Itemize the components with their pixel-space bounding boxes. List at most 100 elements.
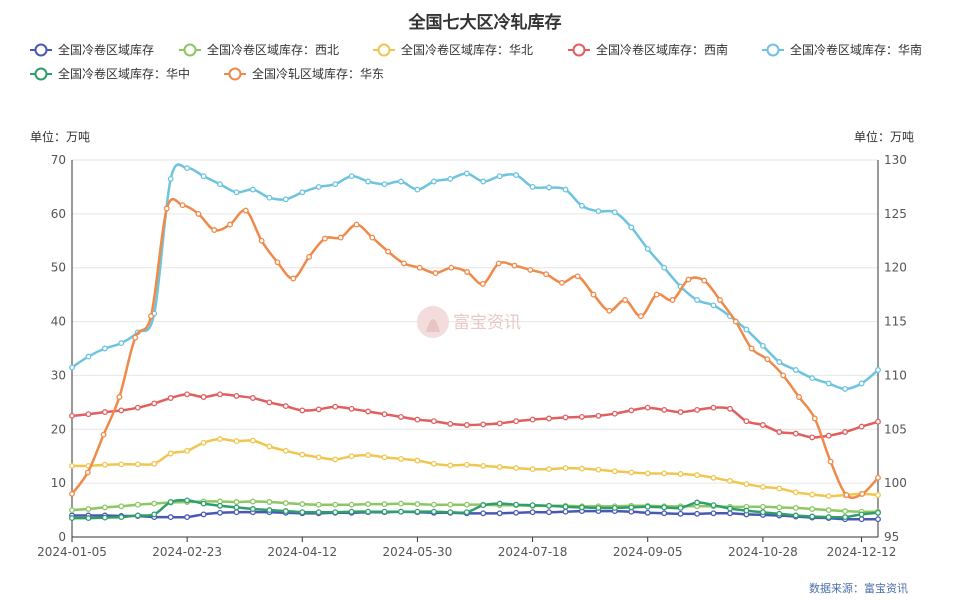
- data-point: [759, 422, 766, 428]
- data-point: [266, 194, 273, 201]
- data-point: [644, 509, 651, 516]
- data-point: [200, 511, 207, 518]
- data-point: [200, 439, 207, 446]
- data-point: [595, 412, 602, 419]
- legend-item[interactable]: 全国冷卷区域库存：西南: [568, 42, 728, 57]
- y-right-tick-label: 110: [884, 368, 907, 382]
- legend-item[interactable]: 全国冷卷区域库存：华中: [30, 66, 190, 81]
- data-point: [332, 456, 339, 463]
- x-tick-label: 2024-10-28: [728, 545, 798, 559]
- data-point: [365, 501, 372, 508]
- data-point: [825, 380, 832, 387]
- legend-item[interactable]: 全国冷轧区域库存：华东: [224, 66, 384, 81]
- data-point: [398, 413, 404, 420]
- data-point: [101, 409, 108, 416]
- watermark-text: 富宝资讯: [453, 313, 521, 333]
- data-point: [101, 514, 108, 521]
- legend-label: 全国冷轧区域库存：华东: [252, 66, 384, 81]
- data-point: [69, 507, 75, 514]
- y-left-tick-label: 50: [51, 261, 66, 275]
- data-point: [233, 509, 240, 516]
- data-point: [527, 266, 534, 273]
- data-point: [546, 466, 552, 473]
- data-point: [151, 400, 158, 407]
- data-point: [200, 173, 207, 180]
- x-tick-label: 2024-05-30: [383, 545, 453, 559]
- data-point: [85, 353, 92, 360]
- y-left-tick-label: 20: [51, 422, 66, 436]
- data-point: [299, 451, 306, 458]
- data-point: [249, 498, 256, 505]
- x-tick-label: 2024-07-18: [498, 545, 568, 559]
- data-point: [69, 515, 75, 522]
- data-point: [480, 178, 487, 185]
- legend-item[interactable]: 全国冷卷区域库存：华南: [762, 42, 922, 57]
- data-point: [825, 514, 832, 521]
- legend-label: 全国冷卷区域库存：华南: [790, 42, 922, 57]
- data-point: [759, 483, 766, 490]
- right-axis-unit: 单位：万吨: [854, 129, 914, 144]
- data-point: [776, 504, 783, 511]
- data-point: [464, 269, 471, 275]
- legend-item[interactable]: 全国冷卷区域库存: [30, 42, 154, 57]
- data-point: [233, 438, 240, 445]
- data-point: [628, 504, 635, 511]
- data-point: [365, 178, 372, 185]
- data-point: [858, 511, 865, 518]
- data-point: [365, 452, 372, 459]
- y-left-tick-label: 70: [51, 153, 66, 167]
- data-point: [184, 165, 191, 172]
- data-point: [710, 404, 717, 411]
- data-point: [266, 507, 273, 514]
- data-point: [348, 453, 355, 460]
- data-point: [398, 500, 404, 507]
- data-point: [365, 508, 372, 515]
- data-point: [69, 490, 75, 497]
- data-point: [578, 202, 585, 209]
- data-point: [710, 302, 717, 309]
- data-point: [266, 499, 273, 505]
- data-point: [562, 465, 569, 472]
- series-2: [69, 436, 881, 500]
- y-left-tick-label: 10: [51, 476, 66, 490]
- data-point: [463, 422, 470, 428]
- data-point: [669, 297, 676, 303]
- data-point: [332, 403, 339, 410]
- data-point: [628, 407, 635, 414]
- data-point: [764, 356, 771, 363]
- data-point: [266, 443, 273, 450]
- data-point: [842, 429, 849, 435]
- data-point: [875, 367, 881, 373]
- data-point: [480, 510, 487, 517]
- series-line: [70, 197, 879, 500]
- data-point: [480, 421, 487, 428]
- data-point: [414, 416, 421, 423]
- data-point: [85, 506, 92, 512]
- legend-marker-icon: [34, 43, 48, 57]
- data-point: [100, 431, 107, 438]
- data-point: [315, 183, 322, 190]
- data-point: [578, 504, 585, 511]
- data-point: [677, 504, 684, 511]
- data-point: [875, 474, 881, 481]
- data-point: [69, 364, 75, 371]
- data-point: [578, 465, 585, 472]
- data-point: [661, 510, 668, 517]
- series-3: [69, 391, 881, 441]
- data-point: [859, 490, 866, 497]
- data-point: [875, 492, 881, 498]
- legend-item[interactable]: 全国冷卷区域库存：西北: [179, 42, 339, 57]
- y-right-tick-label: 95: [884, 530, 899, 544]
- data-point: [249, 395, 256, 401]
- data-point: [414, 508, 421, 515]
- data-point: [776, 485, 783, 492]
- legend-marker-icon: [183, 43, 197, 57]
- data-point: [217, 391, 223, 398]
- data-point: [546, 502, 552, 509]
- legend-item[interactable]: 全国冷卷区域库存：华北: [373, 42, 533, 57]
- data-point: [611, 468, 618, 475]
- data-point: [217, 509, 223, 516]
- data-point: [233, 504, 240, 511]
- data-point: [167, 499, 174, 505]
- data-point: [414, 186, 421, 193]
